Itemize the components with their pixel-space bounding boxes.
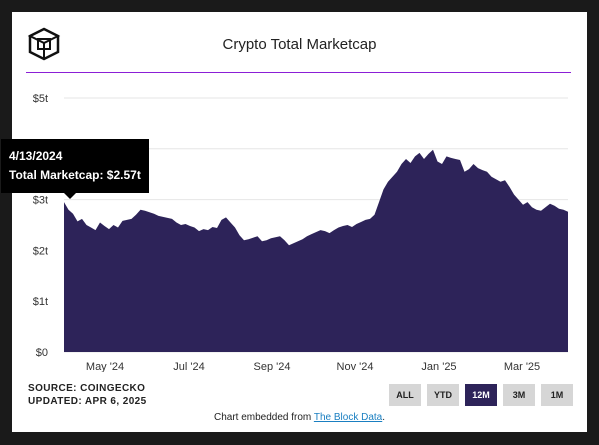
range-button-12m[interactable]: 12M [465,384,497,406]
title-divider [26,72,571,73]
x-tick-label: Sep '24 [254,361,291,372]
y-tick-label: $5t [33,93,48,105]
x-tick-label: May '24 [86,361,124,372]
tooltip-date: 4/13/2024 [9,149,63,163]
x-tick-label: Jan '25 [421,361,456,372]
marketcap-area[interactable] [64,149,568,352]
embed-note: Chart embedded from The Block Data. [12,412,587,423]
tooltip-value: Total Marketcap: $2.57t [9,168,141,182]
x-tick-label: Nov '24 [337,361,374,372]
range-selector: ALL YTD 12M 3M 1M [389,384,573,406]
y-tick-label: $3t [33,195,48,207]
the-block-logo-icon[interactable] [26,26,62,62]
chart-card: Crypto Total Marketcap $0$1t$2t$3t$4t$5t… [12,12,587,432]
y-tick-label: $2t [33,245,48,257]
updated-text: UPDATED: APR 6, 2025 [28,396,147,407]
source-text: SOURCE: COINGECKO [28,383,146,394]
hover-tooltip: 4/13/2024 Total Marketcap: $2.57t [1,139,149,193]
tooltip-pointer [64,193,76,199]
range-button-all[interactable]: ALL [389,384,421,406]
range-button-ytd[interactable]: YTD [427,384,459,406]
range-button-1m[interactable]: 1M [541,384,573,406]
x-tick-label: Mar '25 [504,361,540,372]
chart-title: Crypto Total Marketcap [222,36,377,53]
the-block-data-link[interactable]: The Block Data [313,412,383,423]
x-tick-label: Jul '24 [173,361,204,372]
source-note: SOURCE: COINGECKO UPDATED: APR 6, 2025 [28,382,147,408]
embed-suffix: . [382,412,386,423]
range-button-3m[interactable]: 3M [503,384,535,406]
y-tick-label: $1t [33,296,48,308]
embed-prefix: Chart embedded from [213,412,314,423]
y-tick-label: $0 [36,347,48,359]
